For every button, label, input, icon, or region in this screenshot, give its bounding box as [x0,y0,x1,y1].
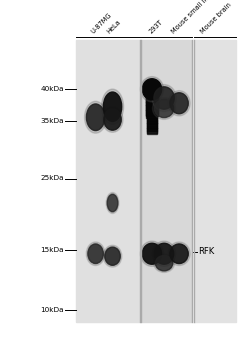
Ellipse shape [154,243,174,264]
Text: Mouse small intestine: Mouse small intestine [170,0,226,35]
Ellipse shape [105,247,120,265]
Bar [147,125,157,129]
Text: 10kDa: 10kDa [41,307,64,313]
Ellipse shape [170,93,188,114]
Bar [145,89,159,93]
Ellipse shape [154,99,174,118]
Bar [146,114,158,118]
Ellipse shape [103,92,122,121]
Bar [146,104,158,108]
Bar [142,40,191,322]
Ellipse shape [86,104,105,131]
Ellipse shape [101,89,124,124]
Ellipse shape [84,101,107,133]
Bar [146,96,158,100]
Bar [147,130,157,134]
Ellipse shape [152,85,176,111]
Bar [146,99,158,103]
Text: 15kDa: 15kDa [41,247,64,253]
Text: Mouse brain: Mouse brain [199,2,232,35]
Bar [145,83,159,87]
Ellipse shape [104,109,121,130]
Bar [147,115,157,119]
Bar [145,84,159,89]
Ellipse shape [142,79,162,100]
Ellipse shape [103,245,122,267]
Ellipse shape [152,241,176,266]
Ellipse shape [154,87,174,109]
Ellipse shape [142,243,162,264]
Bar [146,97,158,102]
Bar [145,86,159,90]
Ellipse shape [170,244,188,264]
Bar [146,110,158,114]
Bar [146,107,158,111]
Bar [145,88,159,92]
Text: U-87MG: U-87MG [90,12,113,35]
Ellipse shape [86,242,105,266]
Bar [147,124,157,128]
Ellipse shape [152,98,176,119]
Bar [146,102,158,106]
Bar [147,119,157,123]
Ellipse shape [102,107,123,132]
Ellipse shape [140,241,164,266]
Ellipse shape [155,256,173,271]
Bar [194,40,236,322]
Bar [146,100,158,105]
Text: HeLa: HeLa [106,19,122,35]
Bar [76,40,139,322]
Text: RFK: RFK [198,247,215,257]
Bar [147,128,157,133]
Bar [146,105,158,110]
Bar [146,112,158,116]
Text: 25kDa: 25kDa [41,175,64,182]
Ellipse shape [140,77,164,102]
Text: 35kDa: 35kDa [41,118,64,124]
Bar [147,117,157,121]
Bar [147,120,157,124]
Text: 293T: 293T [148,19,164,35]
Ellipse shape [154,254,174,272]
Ellipse shape [88,244,103,264]
Ellipse shape [168,242,190,266]
Ellipse shape [107,194,118,212]
Bar [147,127,157,131]
Bar [147,122,157,126]
Bar [146,94,158,98]
Bar [146,109,158,113]
Ellipse shape [106,193,119,214]
Text: 40kDa: 40kDa [41,86,64,92]
Bar [145,91,159,95]
Bar [146,92,158,97]
Ellipse shape [168,91,190,116]
